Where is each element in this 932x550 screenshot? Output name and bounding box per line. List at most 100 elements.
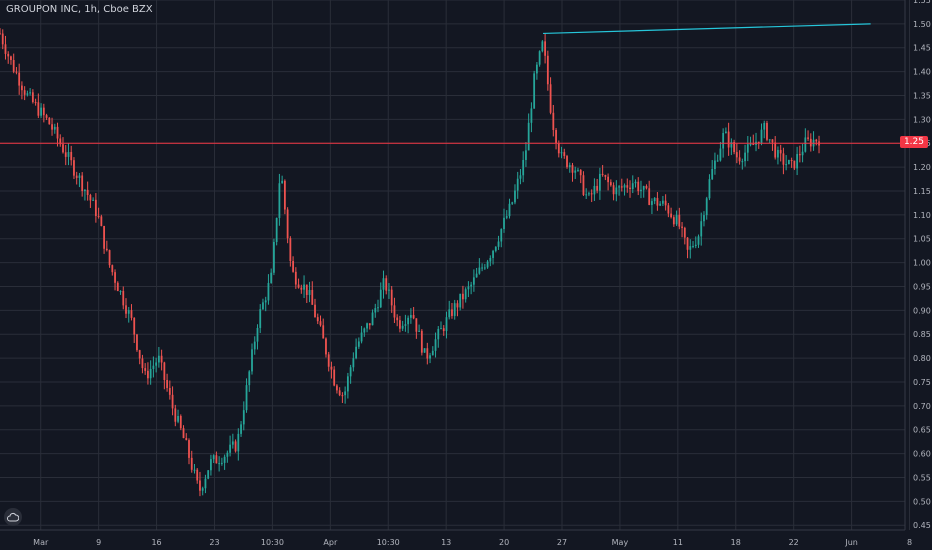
x-tick-label: 27	[557, 538, 567, 547]
trendline	[542, 23, 871, 35]
candle-body	[544, 41, 547, 56]
candle-body	[155, 362, 158, 366]
candle-body	[763, 122, 766, 130]
candle-body	[451, 309, 453, 316]
candle-body	[681, 226, 683, 228]
candle-body	[119, 291, 122, 293]
candle-body	[116, 282, 119, 292]
candle-body	[256, 327, 259, 342]
candle-body	[598, 173, 601, 191]
candle-body	[42, 107, 45, 116]
candle-body	[253, 341, 256, 350]
candle-body	[700, 221, 703, 237]
candle-body	[89, 195, 92, 201]
candle-body	[568, 165, 571, 168]
candle-body	[374, 308, 377, 313]
candle-body	[300, 287, 303, 290]
candle-body	[609, 182, 612, 186]
candle-body	[733, 142, 736, 153]
candle-body	[516, 178, 519, 191]
candle-body	[147, 370, 149, 379]
candle-body	[722, 132, 725, 149]
candle-body	[18, 72, 21, 86]
candle-body	[793, 160, 796, 169]
candle-body	[481, 267, 484, 269]
candle-body	[429, 355, 431, 359]
y-tick-label: 0.60	[913, 450, 931, 459]
candle-body	[442, 328, 445, 332]
candle-body	[64, 152, 67, 157]
candle-body	[371, 312, 374, 326]
candle-body	[314, 304, 316, 318]
candle-body	[311, 289, 314, 305]
candle-body	[270, 272, 273, 283]
candle-body	[629, 187, 631, 190]
candle-body	[560, 152, 563, 154]
candle-body	[220, 462, 223, 464]
candle-body	[264, 300, 267, 303]
candle-body	[207, 470, 210, 479]
candle-body	[15, 71, 18, 73]
candle-body	[152, 365, 155, 369]
x-tick-label: 23	[209, 538, 219, 547]
candle-body	[434, 339, 437, 351]
candle-body	[31, 92, 34, 103]
candle-body	[535, 64, 538, 74]
y-tick-label: 1.30	[913, 115, 931, 124]
candle-body	[527, 122, 530, 151]
candle-body	[7, 53, 10, 57]
candle-body	[360, 332, 363, 342]
candle-body	[634, 181, 637, 184]
candle-body	[549, 84, 552, 113]
y-tick-label: 0.45	[913, 521, 931, 530]
candle-body	[675, 214, 678, 225]
candle-body	[357, 341, 360, 347]
y-tick-label: 0.85	[913, 330, 931, 339]
candle-body	[500, 229, 503, 242]
candle-body	[105, 248, 108, 251]
candle-body	[4, 44, 7, 54]
y-tick-label: 0.55	[913, 473, 931, 482]
candle-body	[275, 217, 278, 242]
candle-body	[766, 122, 768, 140]
candle-body	[333, 369, 336, 386]
candle-body	[620, 186, 623, 188]
candle-body	[555, 129, 557, 144]
candle-body	[188, 440, 190, 458]
candle-body	[308, 289, 311, 295]
candle-body	[294, 271, 297, 285]
candle-body	[1, 33, 4, 45]
candle-body	[656, 197, 659, 206]
candle-body	[678, 214, 681, 227]
candle-body	[100, 216, 103, 227]
candle-body	[399, 320, 401, 329]
candle-body	[456, 303, 459, 308]
candle-body	[138, 350, 141, 359]
candle-body	[407, 317, 410, 325]
candle-body	[585, 194, 588, 196]
candle-body	[637, 181, 640, 192]
candle-body	[653, 197, 656, 202]
candle-body	[344, 391, 347, 396]
candle-body	[349, 367, 352, 377]
candle-body	[787, 160, 790, 165]
x-tick-label: 10:30	[261, 538, 284, 547]
candle-body	[97, 216, 100, 218]
candle-body	[790, 160, 793, 162]
candle-body	[475, 273, 478, 278]
candle-body	[281, 180, 284, 184]
candle-body	[322, 325, 325, 339]
candle-body	[215, 455, 218, 464]
candle-body	[796, 154, 799, 169]
y-tick-label: 1.35	[913, 91, 931, 100]
candle-body	[396, 317, 399, 321]
candle-body	[366, 323, 368, 329]
candle-body	[579, 169, 582, 176]
candle-body	[286, 209, 289, 239]
candle-body	[103, 226, 105, 249]
tradingview-cloud-icon[interactable]	[4, 508, 22, 526]
candle-body	[431, 350, 434, 356]
candle-body	[122, 291, 125, 306]
candle-body	[136, 334, 138, 351]
